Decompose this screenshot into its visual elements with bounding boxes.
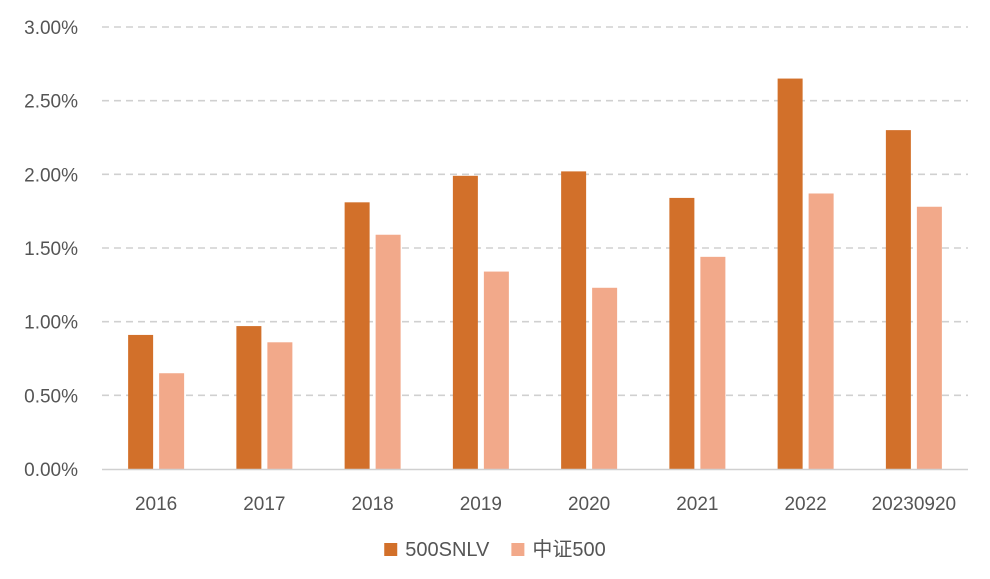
x-tick-label: 2022 <box>784 494 826 515</box>
bar-series2-2020 <box>592 287 618 469</box>
bar-series2-2018 <box>375 234 401 469</box>
bar-series2-2016 <box>159 373 185 469</box>
bar-series1-20230920 <box>885 130 911 469</box>
y-tick-label: 0.50% <box>24 386 78 407</box>
bar-series1-2021 <box>669 197 695 469</box>
bar-series1-2019 <box>452 175 478 469</box>
bar-series2-2017 <box>267 342 293 469</box>
x-tick-label: 2021 <box>676 494 718 515</box>
y-tick-label: 0.00% <box>24 460 78 481</box>
bar-series2-20230920 <box>916 206 942 469</box>
legend: 500SNLV 中证500 <box>384 538 606 561</box>
bar-series1-2020 <box>561 171 587 470</box>
x-tick-label: 20230920 <box>872 494 957 515</box>
y-tick-label: 1.00% <box>24 313 78 334</box>
bar-series1-2017 <box>236 326 262 469</box>
legend-item-series1: 500SNLV <box>384 539 490 561</box>
legend-swatch <box>384 543 398 556</box>
bar-series1-2022 <box>777 78 803 470</box>
legend-item-series2: 中证500 <box>511 538 606 561</box>
legend-swatch <box>511 543 525 556</box>
y-tick-label: 3.00% <box>24 18 78 39</box>
bar-series2-2019 <box>483 271 509 469</box>
x-tick-label: 2016 <box>135 494 177 515</box>
x-axis-tick-labels: 2016 2017 2018 2019 2020 2021 2022 20230920 <box>135 494 956 515</box>
y-tick-label: 2.00% <box>24 165 78 186</box>
bar-series2-2022 <box>808 193 834 469</box>
y-tick-label: 2.50% <box>24 92 78 113</box>
x-tick-label: 2017 <box>243 494 285 515</box>
bars <box>128 78 942 470</box>
x-tick-label: 2018 <box>351 494 393 515</box>
grid-lines <box>102 26 968 397</box>
x-tick-label: 2020 <box>568 494 610 515</box>
legend-label: 500SNLV <box>405 539 490 561</box>
bar-series1-2016 <box>128 334 154 469</box>
x-tick-label: 2019 <box>460 494 502 515</box>
y-axis-tick-labels: 0.00% 0.50% 1.00% 1.50% 2.00% 2.50% 3.00% <box>24 18 78 481</box>
legend-label: 中证500 <box>532 538 605 561</box>
bar-series2-2021 <box>700 256 726 469</box>
bar-series1-2018 <box>344 202 370 469</box>
y-tick-label: 1.50% <box>24 239 78 260</box>
